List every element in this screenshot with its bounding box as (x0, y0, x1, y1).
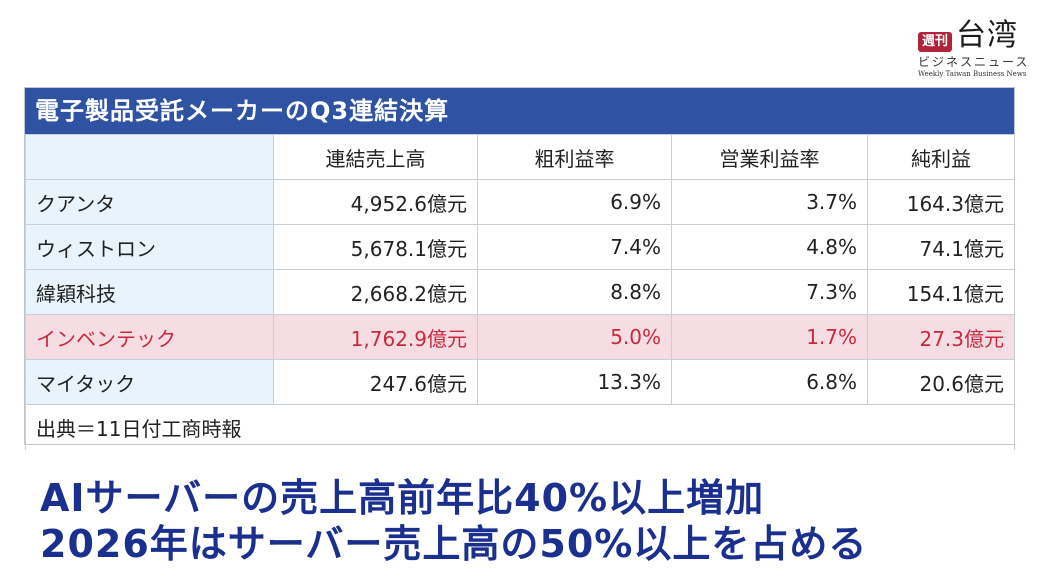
net-income-cell: 154.1億元 (867, 269, 1015, 315)
logo-subtitle: ビジネスニュース (918, 55, 1030, 69)
revenue-cell: 5,678.1億元 (273, 224, 478, 270)
header-cell-net-income: 純利益 (867, 134, 1015, 180)
gross-margin-cell: 6.9% (477, 179, 672, 225)
company-name: インベンテック (25, 314, 274, 360)
operating-margin-cell: 6.8% (671, 359, 868, 405)
results-table: 電子製品受託メーカーのQ3連結決算 連結売上高 粗利益率 営業利益率 純利益 ク… (24, 87, 1015, 450)
header-row: 連結売上高 粗利益率 営業利益率 純利益 (25, 134, 1015, 180)
header-cell-operating-margin: 営業利益率 (671, 134, 868, 180)
publication-logo: 週刊 台湾 ビジネスニュース Weekly Taiwan Business Ne… (918, 18, 1030, 78)
operating-margin-cell: 4.8% (671, 224, 868, 270)
source-row: 出典＝11日付工商時報 (25, 404, 1015, 450)
revenue-cell: 2,668.2億元 (273, 269, 478, 315)
net-income-cell: 20.6億元 (867, 359, 1015, 405)
header-cell-company (25, 134, 274, 180)
gross-margin-cell: 5.0% (477, 314, 672, 360)
logo-english: Weekly Taiwan Business News (918, 70, 1027, 78)
net-income-cell: 27.3億元 (867, 314, 1015, 360)
highlighted-table-row: インベンテック 1,762.9億元 5.0% 1.7% 27.3億元 (25, 314, 1015, 360)
table-title: 電子製品受託メーカーのQ3連結決算 (25, 88, 1014, 134)
table-row: クアンタ 4,952.6億元 6.9% 3.7% 164.3億元 (25, 179, 1015, 225)
company-name: 緯穎科技 (25, 269, 274, 315)
logo-title: 台湾 (956, 18, 1018, 53)
operating-margin-cell: 3.7% (671, 179, 868, 225)
table-row: マイタック 247.6億元 13.3% 6.8% 20.6億元 (25, 359, 1015, 405)
table-row: 緯穎科技 2,668.2億元 8.8% 7.3% 154.1億元 (25, 269, 1015, 315)
revenue-cell: 4,952.6億元 (273, 179, 478, 225)
header-cell-revenue: 連結売上高 (273, 134, 478, 180)
net-income-cell: 74.1億元 (867, 224, 1015, 270)
source-note: 出典＝11日付工商時報 (25, 404, 1015, 450)
header-cell-gross-margin: 粗利益率 (477, 134, 672, 180)
data-table: 連結売上高 粗利益率 営業利益率 純利益 クアンタ 4,952.6億元 6.9%… (25, 134, 1015, 450)
operating-margin-cell: 7.3% (671, 269, 868, 315)
gross-margin-cell: 7.4% (477, 224, 672, 270)
company-name: ウィストロン (25, 224, 274, 270)
logo-badge: 週刊 (918, 32, 952, 52)
operating-margin-cell: 1.7% (671, 314, 868, 360)
revenue-cell: 247.6億元 (273, 359, 478, 405)
headline-primary: AIサーバーの売上高前年比40%以上増加 (40, 476, 765, 520)
table-row: ウィストロン 5,678.1億元 7.4% 4.8% 74.1億元 (25, 224, 1015, 270)
gross-margin-cell: 13.3% (477, 359, 672, 405)
headline-secondary: 2026年はサーバー売上高の50%以上を占める (40, 522, 868, 566)
company-name: マイタック (25, 359, 274, 405)
net-income-cell: 164.3億元 (867, 179, 1015, 225)
company-name: クアンタ (25, 179, 274, 225)
gross-margin-cell: 8.8% (477, 269, 672, 315)
revenue-cell: 1,762.9億元 (273, 314, 478, 360)
